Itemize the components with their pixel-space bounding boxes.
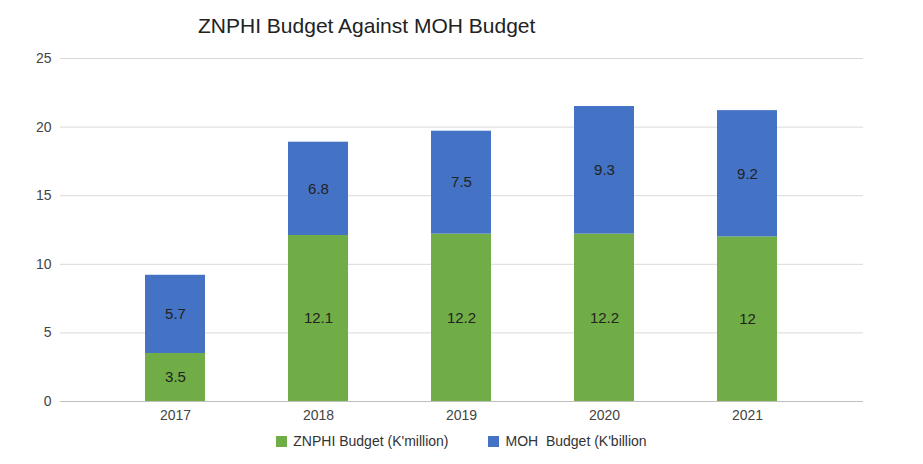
svg-text:12.2: 12.2 <box>590 309 619 326</box>
svg-text:2021: 2021 <box>732 407 763 423</box>
html-text:MOH Budget (K'billion: MOH Budget (K'billion <box>505 433 647 449</box>
svg-text:15: 15 <box>36 187 52 203</box>
html-text:ZNPHI Budget Against MOH Budge: ZNPHI Budget Against MOH Budget <box>198 14 536 37</box>
svg-text:12: 12 <box>739 310 756 327</box>
svg-text:0: 0 <box>44 393 52 409</box>
svg-text:3.5: 3.5 <box>165 368 186 385</box>
svg-text:10: 10 <box>36 256 52 272</box>
svg-text:9.2: 9.2 <box>737 165 758 182</box>
svg-text:5.7: 5.7 <box>165 305 186 322</box>
svg-text:6.8: 6.8 <box>308 180 329 197</box>
html-text:ZNPHI Budget (K'million): ZNPHI Budget (K'million) <box>293 433 449 449</box>
svg-text:2017: 2017 <box>160 407 191 423</box>
svg-text:25: 25 <box>36 50 52 66</box>
svg-text:7.5: 7.5 <box>451 173 472 190</box>
svg-text:20: 20 <box>36 119 52 135</box>
svg-text:2020: 2020 <box>589 407 620 423</box>
svg-text:2018: 2018 <box>303 407 334 423</box>
svg-text:12.1: 12.1 <box>304 309 333 326</box>
svg-text:2019: 2019 <box>446 407 477 423</box>
svg-text:5: 5 <box>44 324 52 340</box>
svg-text:12.2: 12.2 <box>447 309 476 326</box>
svg-text:9.3: 9.3 <box>594 161 615 178</box>
